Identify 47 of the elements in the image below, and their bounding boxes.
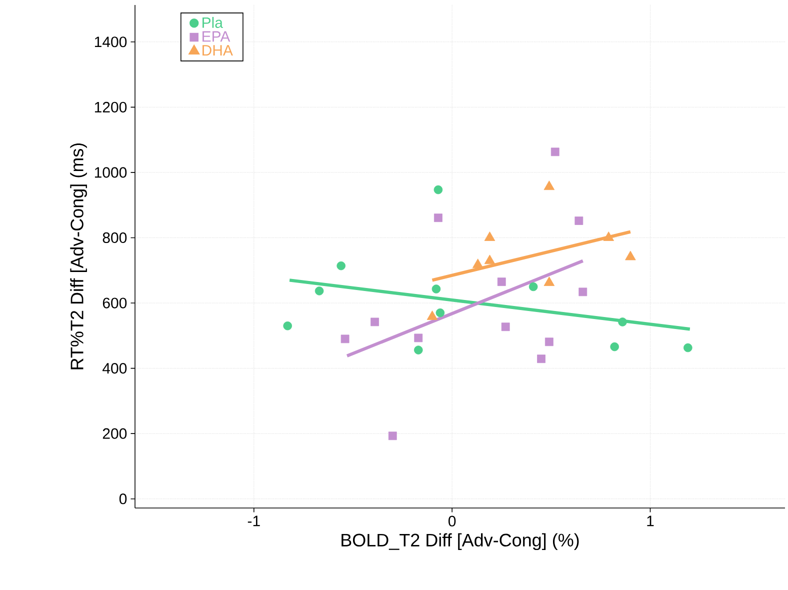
point bbox=[544, 338, 554, 346]
point bbox=[283, 321, 292, 330]
point bbox=[414, 334, 423, 342]
legend-label: EPA bbox=[202, 31, 230, 42]
x-tick-label: 0 bbox=[448, 516, 456, 526]
y-tick-label: 200 bbox=[102, 428, 127, 439]
point bbox=[388, 432, 397, 440]
x-tick-label: -1 bbox=[248, 516, 260, 526]
y-tick-label: 400 bbox=[102, 362, 127, 374]
y-tick-label: 0 bbox=[119, 494, 127, 504]
y-tick-label: 800 bbox=[102, 232, 127, 244]
point bbox=[336, 261, 346, 270]
legend-label: Pla bbox=[202, 16, 223, 28]
point bbox=[625, 250, 636, 260]
point bbox=[314, 286, 324, 296]
y-tick-label: 1000 bbox=[94, 167, 127, 178]
point bbox=[484, 254, 496, 264]
x-axis-title: BOLD_T2 Diff [Adv-Cong] (%) bbox=[342, 533, 579, 550]
point bbox=[618, 318, 627, 326]
point bbox=[370, 318, 379, 326]
legend-label: DHA bbox=[202, 45, 233, 56]
point bbox=[574, 216, 584, 225]
point bbox=[432, 284, 441, 294]
point bbox=[497, 278, 506, 286]
point bbox=[434, 214, 442, 222]
y-tick-label: 1200 bbox=[94, 102, 127, 112]
point bbox=[603, 232, 614, 241]
y-tick-label: 1400 bbox=[94, 36, 127, 48]
y-tick-label: 600 bbox=[102, 298, 127, 308]
point bbox=[550, 148, 560, 156]
point bbox=[484, 232, 496, 241]
point bbox=[426, 310, 438, 320]
point bbox=[537, 354, 546, 364]
point bbox=[436, 308, 445, 318]
point bbox=[501, 322, 510, 332]
point bbox=[684, 343, 692, 352]
y-axis-title: RT%T2 Diff [Adv-Cong] (ms) bbox=[70, 143, 87, 370]
point bbox=[472, 258, 484, 268]
point bbox=[544, 276, 555, 286]
point bbox=[414, 346, 423, 354]
point bbox=[544, 180, 555, 190]
point bbox=[528, 282, 538, 292]
point bbox=[578, 288, 588, 296]
point bbox=[434, 185, 443, 194]
point bbox=[340, 334, 350, 344]
point bbox=[610, 342, 619, 352]
x-tick-label: 1 bbox=[647, 516, 654, 526]
